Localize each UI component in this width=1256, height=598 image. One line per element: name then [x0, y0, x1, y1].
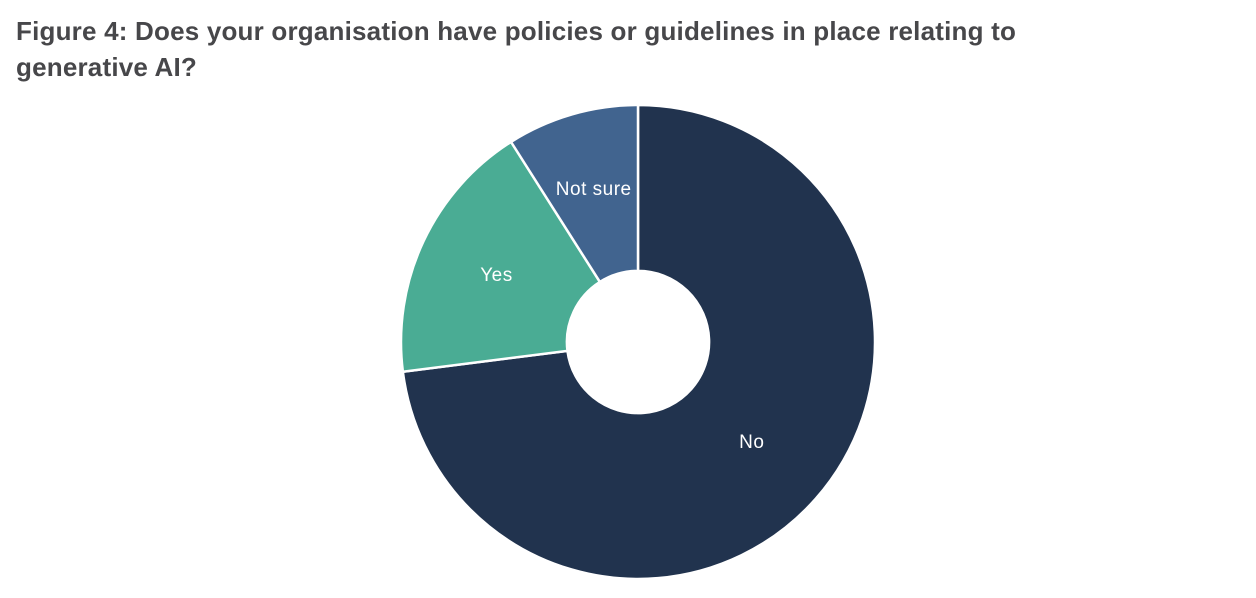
donut-chart-svg: No Yes Not sure — [399, 103, 877, 581]
figure-title-line-1: Figure 4: Does your organisation have po… — [16, 16, 1017, 46]
pie-slice-no — [401, 103, 877, 581]
slice-label-no: No — [739, 432, 764, 453]
donut-chart: No Yes Not sure — [395, 99, 881, 585]
slice-label-yes: Yes — [480, 265, 513, 286]
pie-slice-yes — [399, 140, 602, 373]
figure-title: Figure 4: Does your organisation have po… — [16, 14, 1244, 86]
figure-title-line-2: generative AI? — [16, 51, 198, 82]
pie-slice-not-sure — [509, 103, 640, 284]
slice-label-not-sure: Not sure — [556, 179, 632, 200]
